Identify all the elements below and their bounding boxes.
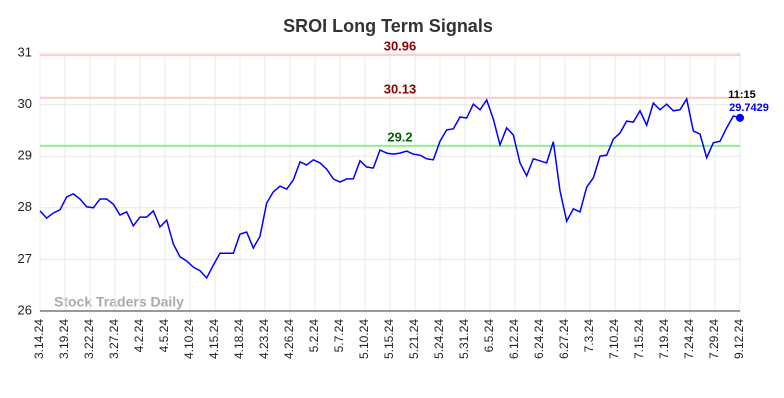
x-tick-label: 3.14.24 bbox=[32, 319, 46, 359]
x-tick-label: 4.5.24 bbox=[157, 319, 171, 353]
x-tick-label: 4.15.24 bbox=[207, 319, 221, 359]
last-point bbox=[736, 113, 744, 122]
y-tick-label: 30 bbox=[18, 96, 32, 111]
reference-label: 30.96 bbox=[384, 39, 417, 54]
y-tick-label: 28 bbox=[18, 199, 32, 214]
y-tick-label: 29 bbox=[18, 148, 32, 163]
x-tick-label: 7.19.24 bbox=[657, 319, 671, 359]
x-tick-label: 6.5.24 bbox=[482, 319, 496, 353]
x-tick-label: 5.15.24 bbox=[382, 319, 396, 359]
x-tick-label: 7.29.24 bbox=[707, 319, 721, 359]
watermark: Stock Traders Daily bbox=[54, 294, 184, 310]
x-tick-label: 4.10.24 bbox=[182, 319, 196, 359]
x-tick-label: 5.10.24 bbox=[357, 319, 371, 359]
y-tick-label: 31 bbox=[18, 44, 32, 59]
x-tick-label: 6.27.24 bbox=[557, 319, 571, 359]
x-tick-label: 5.21.24 bbox=[407, 319, 421, 359]
x-tick-label: 4.23.24 bbox=[257, 319, 271, 359]
x-tick-label: 4.18.24 bbox=[232, 319, 246, 359]
value-label: 29.7429 bbox=[729, 102, 769, 114]
time-label: 11:15 bbox=[728, 89, 756, 101]
x-tick-label: 9.12.24 bbox=[732, 319, 746, 359]
x-tick-label: 4.26.24 bbox=[282, 319, 296, 359]
reference-label: 29.2 bbox=[387, 129, 412, 144]
x-tick-label: 7.10.24 bbox=[607, 319, 621, 359]
x-tick-label: 5.31.24 bbox=[457, 319, 471, 359]
x-tick-label: 5.24.24 bbox=[432, 319, 446, 359]
y-tick-label: 27 bbox=[18, 251, 32, 266]
x-tick-label: 4.2.24 bbox=[132, 319, 146, 353]
x-tick-label: 6.12.24 bbox=[507, 319, 521, 359]
x-tick-label: 7.15.24 bbox=[632, 319, 646, 359]
x-tick-label: 5.7.24 bbox=[332, 319, 346, 353]
x-tick-label: 7.3.24 bbox=[582, 319, 596, 353]
x-tick-label: 3.27.24 bbox=[107, 319, 121, 359]
line bbox=[39, 96, 741, 280]
x-tick-label: 5.2.24 bbox=[307, 319, 321, 353]
chart-title: SROI Long Term Signals bbox=[283, 16, 493, 36]
x-tick-label: 3.19.24 bbox=[57, 319, 71, 359]
x-tick-label: 7.24.24 bbox=[682, 319, 696, 359]
x-tick-label: 6.24.24 bbox=[532, 319, 546, 359]
x-tick-label: 3.22.24 bbox=[82, 319, 96, 359]
reference-label: 30.13 bbox=[384, 81, 417, 96]
y-tick-label: 26 bbox=[18, 302, 32, 317]
